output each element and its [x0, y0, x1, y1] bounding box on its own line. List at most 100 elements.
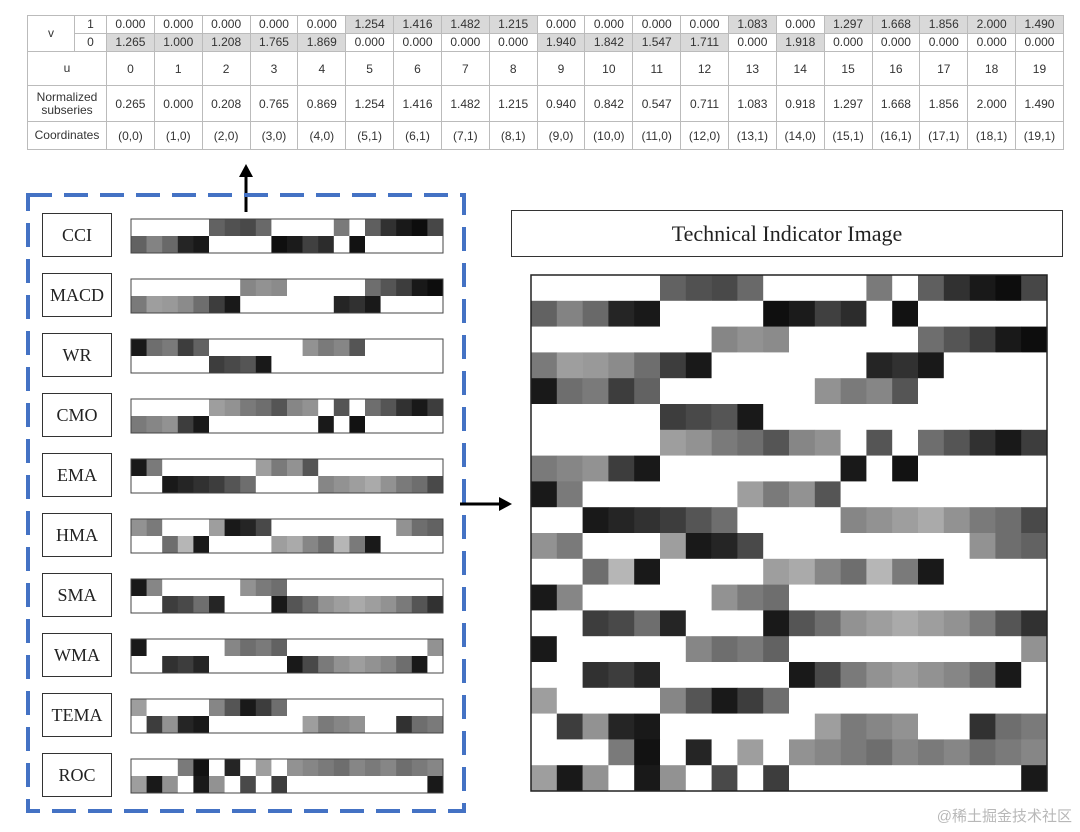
- image-pixel: [943, 455, 970, 482]
- table-cell: (7,1): [440, 121, 490, 150]
- image-pixel: [866, 275, 893, 302]
- strip-cell: [193, 716, 210, 733]
- table-cell: 1.940: [536, 33, 586, 52]
- row-header: Coordinates: [27, 121, 107, 150]
- image-pixel: [814, 662, 841, 689]
- strip-cell: [333, 476, 350, 493]
- image-pixel: [582, 404, 609, 431]
- table-cell: 1.668: [871, 85, 921, 122]
- image-pixel: [556, 636, 583, 663]
- image-pixel: [995, 636, 1022, 663]
- image-pixel: [1021, 610, 1048, 637]
- image-pixel: [685, 275, 712, 302]
- table-cell: 0.000: [632, 15, 682, 34]
- image-pixel: [1021, 352, 1048, 379]
- image-pixel: [634, 636, 661, 663]
- image-pixel: [789, 687, 816, 714]
- image-pixel: [582, 352, 609, 379]
- strip-cell: [365, 459, 381, 476]
- strip-cell: [209, 759, 225, 776]
- image-pixel: [608, 584, 635, 611]
- image-pixel: [531, 662, 558, 689]
- image-pixel: [685, 533, 712, 560]
- strip-cell: [333, 536, 350, 553]
- image-pixel: [660, 584, 687, 611]
- strip-cell: [411, 296, 428, 313]
- strip-cell: [131, 776, 147, 793]
- strip-cell: [380, 776, 397, 793]
- image-pixel: [556, 455, 583, 482]
- table-cell: 0.000: [488, 33, 538, 52]
- table-cell: (4,0): [297, 121, 347, 150]
- image-pixel: [634, 481, 661, 508]
- strip-cell: [411, 596, 428, 613]
- strip-cell: [255, 759, 272, 776]
- image-pixel: [789, 404, 816, 431]
- image-pixel: [582, 687, 609, 714]
- image-pixel: [995, 584, 1022, 611]
- strip-cell: [396, 579, 413, 596]
- table-cell: 0: [106, 51, 155, 86]
- table-cell: 0.265: [106, 85, 155, 122]
- strip-cell: [411, 759, 428, 776]
- strip-cell: [302, 536, 319, 553]
- image-pixel: [660, 662, 687, 689]
- strip-cell: [380, 296, 397, 313]
- strip-cell: [131, 399, 147, 416]
- strip-cell: [162, 759, 179, 776]
- indicator-strip-ema: [130, 458, 444, 494]
- strip-cell: [146, 219, 163, 236]
- image-pixel: [531, 507, 558, 534]
- image-pixel: [789, 558, 816, 585]
- image-pixel: [866, 378, 893, 405]
- strip-cell: [177, 416, 194, 433]
- strip-cell: [193, 656, 210, 673]
- image-pixel: [608, 455, 635, 482]
- image-pixel: [918, 739, 945, 766]
- strip-cell: [193, 536, 210, 553]
- image-pixel: [866, 713, 893, 740]
- strip-cell: [255, 656, 272, 673]
- image-pixel: [1021, 507, 1048, 534]
- strip-cell: [380, 399, 397, 416]
- image-pixel: [995, 533, 1022, 560]
- image-pixel: [608, 558, 635, 585]
- strip-cell: [302, 279, 319, 296]
- strip-border: [130, 278, 444, 314]
- image-pixel: [634, 687, 661, 714]
- image-pixel: [943, 507, 970, 534]
- indicator-strip-wr: [130, 338, 444, 374]
- image-pixel: [608, 275, 635, 302]
- image-pixel: [892, 558, 919, 585]
- table-cell: 1.490: [1015, 85, 1064, 122]
- strip-cell: [302, 639, 319, 656]
- strip-cell: [162, 656, 179, 673]
- table-cell: 0.765: [249, 85, 299, 122]
- image-pixel: [866, 352, 893, 379]
- image-pixel: [814, 481, 841, 508]
- image-pixel: [608, 507, 635, 534]
- strip-cell: [146, 699, 163, 716]
- strip-cell: [162, 279, 179, 296]
- image-pixel: [634, 352, 661, 379]
- strip-cell: [162, 459, 179, 476]
- image-pixel: [737, 662, 764, 689]
- image-pixel: [685, 610, 712, 637]
- image-pixel: [737, 275, 764, 302]
- image-pixel: [685, 507, 712, 534]
- image-pixel: [556, 739, 583, 766]
- strip-cell: [177, 596, 194, 613]
- image-pixel: [1021, 739, 1048, 766]
- image-pixel: [1021, 275, 1048, 302]
- strip-cell: [349, 536, 366, 553]
- strip-cell: [287, 476, 303, 493]
- strip-cell: [380, 416, 397, 433]
- image-pixel: [840, 765, 867, 792]
- image-pixel: [608, 739, 635, 766]
- strip-cell: [177, 219, 194, 236]
- image-pixel: [556, 275, 583, 302]
- strip-cell: [131, 339, 147, 356]
- strip-cell: [162, 399, 179, 416]
- image-pixel: [660, 558, 687, 585]
- strip-cell: [427, 399, 444, 416]
